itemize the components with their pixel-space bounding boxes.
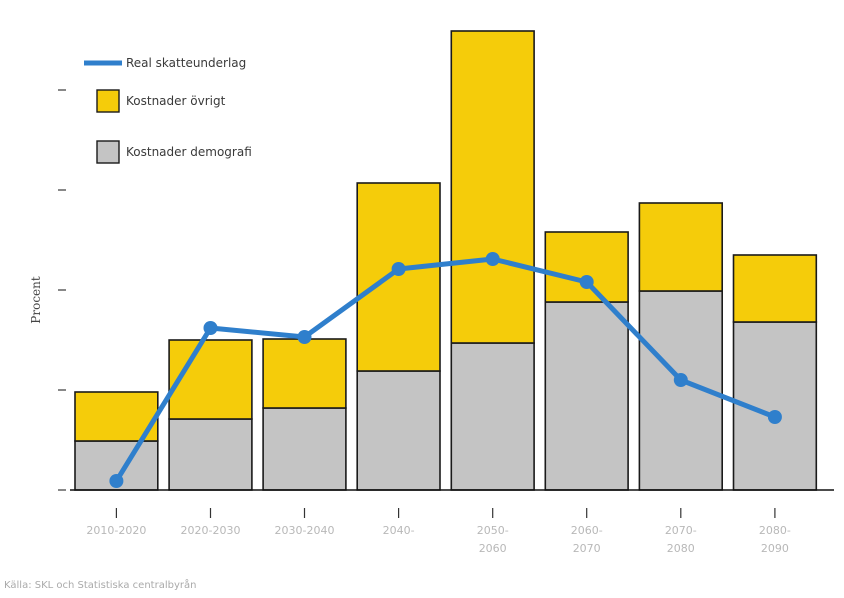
legend-label-0: Real skatteunderlag: [126, 56, 246, 70]
legend: Real skatteunderlag Kostnader övrigt Kostn…: [84, 56, 252, 164]
line-point-0: [109, 474, 124, 488]
legend-label-2: Kostnader demografi: [126, 145, 252, 159]
x-tick-label-line2-4: 2060: [479, 542, 507, 555]
x-tick-label-0: 2010-2020: [86, 524, 146, 537]
bar-ovrigt-5: [544, 231, 629, 303]
bar-demografi-1: [168, 418, 253, 491]
x-tick-label-7: 2080-: [759, 524, 791, 537]
y-axis-label: Procent: [29, 276, 43, 324]
line-point-5: [579, 275, 594, 289]
x-tick-label-3: 2040-: [383, 524, 415, 537]
line-layer: [109, 252, 782, 488]
bar-demografi-2: [262, 407, 347, 491]
bar-demografi-5: [544, 301, 629, 491]
x-tick-label-4: 2050-: [477, 524, 509, 537]
bar-demografi-3: [356, 370, 441, 491]
bar-ovrigt-2: [262, 338, 347, 409]
line-point-2: [297, 330, 312, 344]
x-tick-label-2: 2030-2040: [275, 524, 335, 537]
x-tick-label-6: 2070-: [665, 524, 697, 537]
line-point-7: [767, 410, 782, 424]
line-point-1: [203, 321, 218, 335]
source-note: Källa: SKL och Statistiska centralbyrån: [4, 580, 197, 591]
axes-layer: 2010-2020 2020-2030 2030-2040 2040- 2050- 206…: [58, 89, 834, 555]
legend-swatch-1: [96, 89, 120, 113]
bar-ovrigt-6: [638, 202, 724, 292]
bar-ovrigt-1: [168, 339, 253, 420]
x-tick-label-1: 2020-2030: [181, 524, 241, 537]
line-point-3: [391, 262, 406, 276]
bar-ovrigt-7: [732, 254, 818, 323]
x-tick-label-line2-6: 2080: [667, 542, 695, 555]
legend-swatch-2: [96, 140, 120, 164]
bars-layer: [74, 30, 818, 491]
bar-demografi-4: [450, 342, 535, 491]
x-tick-label-line2-7: 2090: [761, 542, 789, 555]
x-tick-label-5: 2060-: [571, 524, 603, 537]
legend-label-1: Kostnader övrigt: [126, 94, 226, 108]
bar-ovrigt-3: [356, 182, 441, 372]
bar-ovrigt-4: [450, 30, 535, 344]
line-point-6: [673, 373, 688, 387]
x-tick-label-line2-5: 2070: [573, 542, 601, 555]
series-line-skatteunderlag: [113, 256, 778, 484]
line-point-4: [485, 252, 500, 266]
